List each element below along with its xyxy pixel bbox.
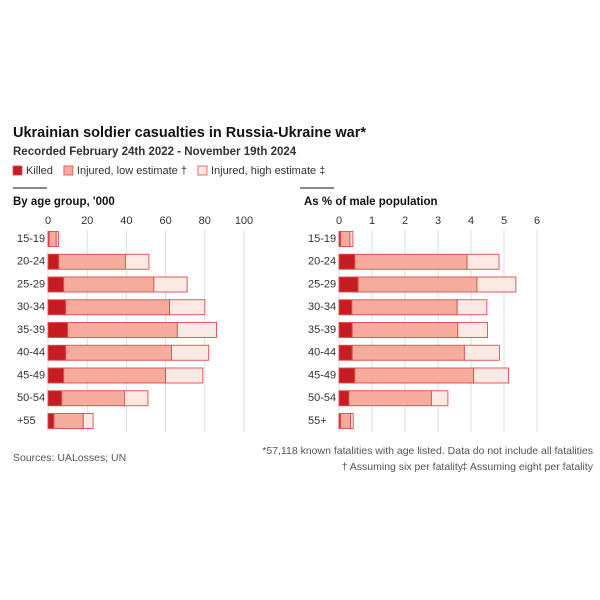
y-tick-label: 15-19 bbox=[17, 233, 45, 245]
bar bbox=[338, 367, 356, 384]
bar bbox=[58, 253, 126, 270]
bar bbox=[338, 322, 353, 338]
footnote: *57,118 known fatalities with age listed… bbox=[262, 445, 593, 457]
bar bbox=[48, 231, 57, 247]
panel-title: By age group, '000 bbox=[13, 196, 115, 208]
x-tick-label: 0 bbox=[336, 215, 342, 227]
bar bbox=[47, 367, 65, 384]
y-tick-label: 50-54 bbox=[17, 392, 45, 404]
bar bbox=[47, 390, 63, 407]
legend-label: Killed bbox=[26, 165, 53, 177]
bar bbox=[351, 299, 458, 316]
bar bbox=[47, 276, 65, 293]
bar bbox=[456, 299, 488, 316]
x-tick-label: 40 bbox=[120, 215, 132, 227]
x-tick-label: 60 bbox=[159, 215, 171, 227]
bar bbox=[55, 231, 60, 247]
y-tick-label: 35-39 bbox=[308, 324, 336, 336]
x-tick-label: 5 bbox=[501, 215, 507, 227]
y-tick-label: 40-44 bbox=[308, 347, 336, 359]
legend-swatch bbox=[63, 165, 74, 176]
chart-title: Ukrainian soldier casualties in Russia-U… bbox=[13, 125, 366, 141]
bar bbox=[357, 276, 478, 293]
bar bbox=[340, 231, 351, 247]
bar bbox=[338, 390, 350, 407]
x-tick-label: 4 bbox=[468, 215, 474, 227]
y-tick-label: 55+ bbox=[308, 415, 327, 427]
bar bbox=[338, 299, 353, 316]
y-tick-label: 30-34 bbox=[17, 301, 45, 313]
legend-swatch bbox=[197, 165, 208, 176]
bar bbox=[351, 344, 465, 361]
bar bbox=[350, 413, 354, 429]
y-tick-label: 30-34 bbox=[308, 301, 336, 313]
bar bbox=[349, 231, 354, 247]
y-tick-label: 45-49 bbox=[17, 369, 45, 381]
x-tick-label: 0 bbox=[45, 215, 51, 227]
x-tick-label: 2 bbox=[402, 215, 408, 227]
footnote: ‡ Assuming eight per fatality bbox=[462, 461, 594, 473]
bar bbox=[338, 276, 359, 293]
legend-swatch bbox=[12, 165, 23, 176]
bar bbox=[63, 367, 167, 384]
bar bbox=[65, 299, 170, 316]
y-tick-label: 50-54 bbox=[308, 392, 336, 404]
bar bbox=[354, 253, 468, 270]
legend-label: Injured, low estimate † bbox=[77, 165, 187, 177]
bar bbox=[61, 390, 125, 407]
bar bbox=[176, 322, 218, 338]
bar bbox=[165, 367, 204, 384]
bar bbox=[338, 253, 356, 270]
bar bbox=[457, 322, 488, 338]
bar bbox=[65, 344, 172, 361]
panel-title: As % of male population bbox=[304, 196, 438, 208]
bar bbox=[47, 299, 67, 316]
bar bbox=[351, 322, 459, 338]
y-tick-label: 15-19 bbox=[308, 233, 336, 245]
bar bbox=[338, 344, 353, 361]
x-tick-label: 6 bbox=[534, 215, 540, 227]
source: Sources: UALosses; UN bbox=[13, 452, 126, 464]
bar bbox=[124, 253, 150, 270]
bar bbox=[354, 367, 475, 384]
bar bbox=[47, 253, 60, 270]
bar bbox=[463, 344, 500, 361]
y-tick-label: 20-24 bbox=[308, 256, 336, 268]
y-tick-label: 25-29 bbox=[17, 278, 45, 290]
bar bbox=[466, 253, 500, 270]
x-tick-label: 1 bbox=[369, 215, 375, 227]
x-tick-label: 20 bbox=[81, 215, 93, 227]
y-tick-label: 25-29 bbox=[308, 278, 336, 290]
bar bbox=[153, 276, 188, 293]
y-tick-label: 45-49 bbox=[308, 369, 336, 381]
legend-label: Injured, high estimate ‡ bbox=[211, 165, 325, 177]
bar bbox=[473, 367, 510, 384]
bar bbox=[47, 344, 67, 361]
y-tick-label: 20-24 bbox=[17, 256, 45, 268]
y-tick-label: 35-39 bbox=[17, 324, 45, 336]
bar bbox=[47, 322, 69, 338]
bar bbox=[82, 413, 94, 429]
x-tick-label: 3 bbox=[435, 215, 441, 227]
x-tick-label: 80 bbox=[199, 215, 211, 227]
bar bbox=[67, 322, 178, 338]
bar bbox=[171, 344, 210, 361]
bar bbox=[169, 299, 206, 316]
bar bbox=[340, 413, 351, 429]
y-tick-label: 40-44 bbox=[17, 347, 45, 359]
footnote: † Assuming six per fatality bbox=[342, 461, 464, 473]
bar bbox=[53, 413, 84, 429]
bar bbox=[348, 390, 432, 407]
chart-subtitle: Recorded February 24th 2022 - November 1… bbox=[13, 146, 297, 158]
bar bbox=[430, 390, 449, 407]
x-tick-label: 100 bbox=[235, 215, 253, 227]
bar bbox=[47, 413, 55, 429]
bar bbox=[123, 390, 149, 407]
bar bbox=[63, 276, 155, 293]
y-tick-label: +55 bbox=[17, 415, 36, 427]
bar bbox=[476, 276, 517, 293]
